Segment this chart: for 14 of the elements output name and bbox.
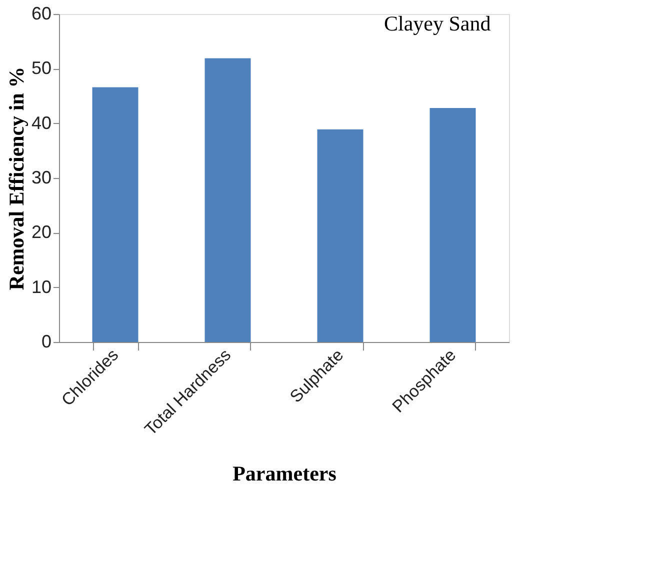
y-tick-label: 20 [31,222,52,242]
x-axis-title: Parameters [232,461,336,486]
bar [204,58,251,342]
y-axis-title: Removal Efficiency in % [4,66,28,290]
y-tick-label: 10 [31,276,52,297]
bar [317,129,364,342]
y-tick-label: 50 [31,58,52,78]
y-tick-label: 60 [31,4,52,24]
bar [92,87,138,342]
y-tick-label: 40 [31,112,52,133]
y-tick-label: 0 [41,332,52,352]
y-tick-label: 30 [31,168,52,188]
bar [430,108,476,342]
text: Clayey Sand [384,12,492,36]
